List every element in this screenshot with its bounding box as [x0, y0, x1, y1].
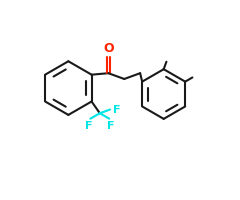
Text: F: F [113, 105, 120, 115]
Text: F: F [85, 121, 92, 131]
Text: O: O [103, 42, 114, 55]
Text: F: F [107, 121, 114, 131]
